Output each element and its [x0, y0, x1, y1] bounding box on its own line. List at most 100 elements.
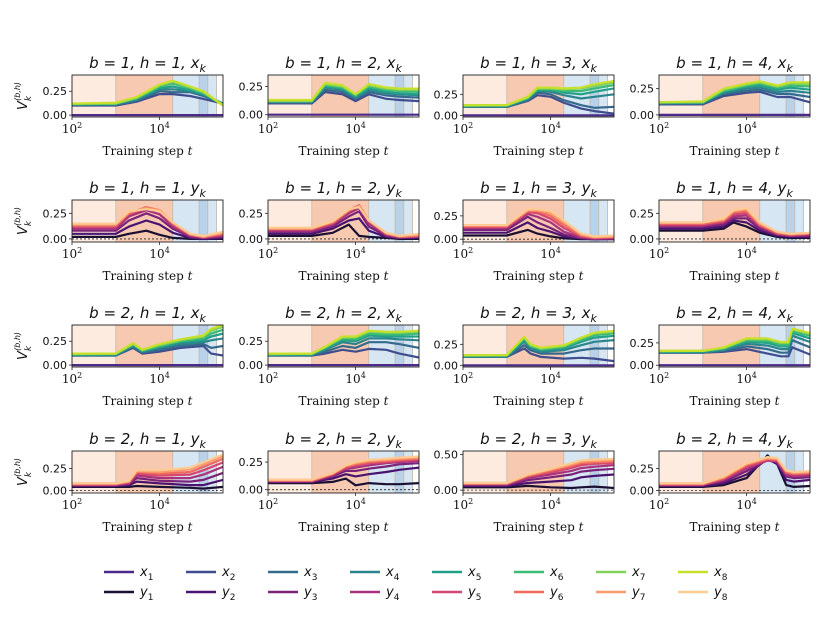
plot-frame [658, 199, 811, 243]
x-axis-label: Training step t [494, 269, 584, 283]
x-tick-label: 102 [258, 246, 278, 261]
x-tick-label: 104 [736, 371, 756, 386]
legend-label: y5 [467, 585, 481, 603]
y-tick-label: 0.25 [43, 207, 68, 220]
plot-frame [71, 74, 224, 118]
panel-b2-h2-x: 0.00 0.25 102 104 b = 2, h = 2, xk Training s… [239, 304, 420, 408]
phase-band [72, 325, 116, 367]
phase-band [268, 325, 312, 367]
phase-band [268, 451, 312, 493]
y-tick-label: 0.00 [630, 233, 655, 246]
y-tick-label: 0.25 [434, 210, 459, 223]
y-tick-label: 0.00 [239, 359, 264, 372]
series-line-y8 [268, 455, 419, 481]
y-tick-label: 0.00 [630, 484, 655, 497]
x-axis-label: Training step t [299, 269, 389, 283]
panel-title: b = 1, h = 1, xk [89, 54, 206, 75]
panel-title: b = 1, h = 4, yk [676, 179, 793, 200]
y-tick-label: 0.25 [630, 463, 655, 476]
x-tick-label: 102 [453, 246, 473, 261]
series-line-y1 [268, 477, 419, 487]
y-tick-label: 0.00 [43, 484, 68, 497]
panel-b1-h1-x: 0.00 0.25 102 104 b = 1, h = 1, xk Training s… [13, 54, 224, 158]
series-line-y1 [659, 454, 810, 488]
plot-frame [71, 450, 224, 494]
y-tick-label: 0.00 [239, 233, 264, 246]
legend-label: y8 [713, 585, 728, 603]
phase-band [207, 325, 217, 367]
x-tick-label: 104 [540, 371, 560, 386]
panel-grid: 0.00 0.25 102 104 b = 1, h = 1, xk Training s… [13, 54, 811, 534]
phase-band [590, 200, 599, 242]
plot-frame [267, 199, 420, 243]
y-tick-label: 0.25 [239, 207, 264, 220]
plot-frame [658, 324, 811, 368]
x-tick-label: 102 [258, 371, 278, 386]
phase-band [463, 75, 507, 117]
x-axis-label: Training step t [299, 520, 389, 534]
x-tick-label: 104 [149, 121, 169, 136]
phase-band [659, 200, 703, 242]
plot-frame [462, 199, 615, 243]
y-tick-label: 0.25 [43, 85, 68, 98]
x-axis-label: Training step t [299, 394, 389, 408]
series-line-y8 [659, 207, 810, 235]
panel-b1-h3-x: 0.00 0.25 102 104 b = 1, h = 3, xk Training s… [434, 54, 615, 158]
y-tick-label: 0.25 [43, 335, 68, 348]
phase-band [412, 325, 419, 367]
series-line-x8 [268, 81, 419, 102]
legend-item-y7: y7 [596, 585, 645, 603]
plot-frame [267, 450, 420, 494]
x-axis-label: Training step t [299, 144, 389, 158]
y-tick-label: 0.00 [239, 109, 264, 122]
x-tick-label: 102 [453, 121, 473, 136]
series-line-y8 [268, 206, 419, 237]
panel-title: b = 1, h = 2, yk [285, 179, 402, 200]
x-tick-label: 104 [540, 497, 560, 512]
plot-frame [267, 74, 420, 118]
legend-label: x5 [467, 565, 481, 583]
phase-band [207, 200, 217, 242]
plot-frame [462, 324, 615, 368]
panel-b1-h1-y: 0.00 0.25 102 104 b = 1, h = 1, yk Training s… [13, 179, 224, 283]
panel-title: b = 2, h = 1, xk [89, 304, 206, 325]
legend-item-y5: y5 [432, 585, 481, 603]
y-tick-label: 0.00 [630, 109, 655, 122]
y-tick-label: 0.00 [630, 359, 655, 372]
panel-title: b = 2, h = 2, yk [285, 430, 402, 451]
legend-label: x8 [713, 565, 728, 583]
phase-band [607, 75, 614, 117]
legend-item-y6: y6 [514, 585, 564, 603]
y-axis-label: Vk(b,h) [13, 458, 34, 486]
series-line-y8 [463, 208, 614, 238]
phase-band [403, 451, 413, 493]
phase-band [268, 75, 312, 117]
y-tick-label: 0.00 [43, 109, 68, 122]
plot-frame [71, 324, 224, 368]
legend-item-x6: x6 [514, 565, 564, 583]
phase-band [598, 200, 608, 242]
panel-title: b = 2, h = 4, xk [676, 304, 793, 325]
phase-band [659, 75, 703, 117]
legend-item-y4: y4 [350, 585, 400, 603]
y-tick-label: 0.25 [630, 337, 655, 350]
x-axis-label: Training step t [494, 144, 584, 158]
y-tick-label: 0.00 [434, 484, 459, 497]
panel-title: b = 2, h = 2, xk [285, 304, 402, 325]
phase-band [463, 325, 507, 367]
x-tick-label: 102 [649, 121, 669, 136]
x-tick-label: 104 [149, 246, 169, 261]
series-line-x8 [659, 327, 810, 352]
panel-b1-h4-y: 0.00 0.25 102 104 b = 1, h = 4, yk Training s… [630, 179, 811, 283]
y-tick-label: 0.25 [239, 456, 264, 469]
series-line-y8 [72, 208, 223, 237]
x-axis-label: Training step t [103, 520, 193, 534]
legend-item-y3: y3 [268, 585, 317, 603]
panel-b1-h4-x: 0.00 0.25 102 104 b = 1, h = 4, xk Training s… [630, 54, 811, 158]
legend: x1 x2 x3 x4 x5 x6 x7 x8 y1 y2 y3 y4 y5 y6 y7 y8 [104, 565, 728, 603]
panel-title: b = 1, h = 1, yk [89, 179, 206, 200]
legend-item-x8: x8 [678, 565, 728, 583]
phase-band [412, 200, 419, 242]
panel-b2-h4-x: 0.00 0.25 102 104 b = 2, h = 4, xk Training s… [630, 304, 811, 408]
legend-item-y2: y2 [186, 585, 235, 603]
